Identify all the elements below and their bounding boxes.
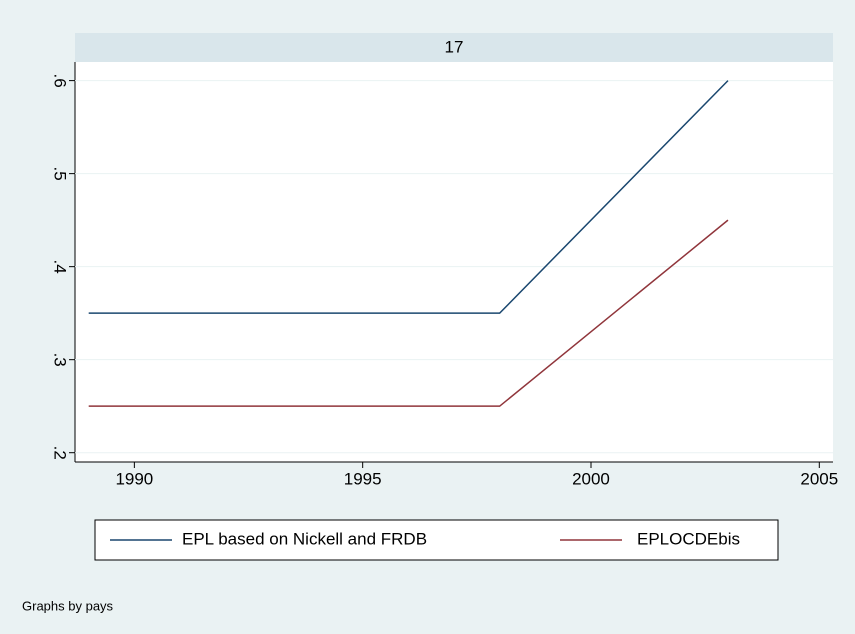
x-tick-label: 1990 (115, 469, 153, 488)
legend-label: EPL based on Nickell and FRDB (182, 529, 427, 548)
x-tick-label: 2000 (572, 469, 610, 488)
plot-area (75, 62, 833, 462)
legend (94, 519, 779, 561)
y-tick-label: .2 (51, 446, 70, 460)
y-tick-label: .4 (51, 260, 70, 274)
series-line (88, 80, 729, 314)
y-tick-label: .5 (51, 167, 70, 181)
note: Graphs by pays (22, 598, 114, 613)
y-tick-label: .6 (51, 74, 70, 88)
series-line (88, 219, 729, 407)
panel-title: 17 (445, 37, 464, 56)
y-tick-label: .3 (51, 353, 70, 367)
x-tick-label: 2005 (800, 469, 838, 488)
legend-label: EPLOCDEbis (637, 529, 740, 548)
x-tick-label: 1995 (344, 469, 382, 488)
panel-header (75, 33, 833, 62)
